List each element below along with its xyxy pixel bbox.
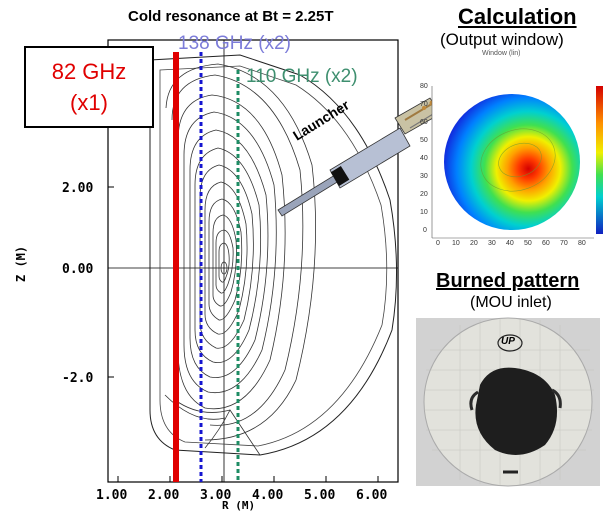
flux-surfaces [164,63,316,456]
calc-ytick: 40 [420,155,428,162]
label-82ghz: 82 GHz [51,59,127,84]
burned-pattern-subtitle: (MOU inlet) [470,294,552,311]
calc-ytick: 60 [420,119,428,126]
axis-ticks [108,186,379,482]
calc-ytick: 30 [420,173,428,180]
xtick-4: 4.00 [252,488,284,503]
calc-ytick: 50 [420,137,428,144]
xtick-1: 1.00 [96,488,128,503]
calc-xtick: 0 [436,240,440,247]
calc-ytick: 80 [420,83,428,90]
calc-xtick: 30 [488,240,496,247]
calc-xtick: 70 [560,240,568,247]
launcher-assembly [277,95,449,217]
resonance-title: Cold resonance at Bt = 2.25T [128,8,334,25]
calc-xtick: 50 [524,240,532,247]
calculation-title: Calculation [458,4,577,29]
calc-ytick: 10 [420,209,428,216]
plot-frame [107,39,399,483]
label-82ghz-box: 82 GHz (x1) [24,46,154,128]
ytick-2: 2.00 [62,181,94,196]
burned-spot [475,367,558,455]
calc-heatmap [444,94,580,230]
xtick-2: 2.00 [148,488,180,503]
vessel-wall [149,54,398,456]
stamp-label: UP [501,336,515,347]
calculation-subtitle: (Output window) [440,30,564,49]
label-138ghz: 138 GHz (x2) [178,33,291,54]
label-110ghz: 110 GHz (x2) [246,66,358,87]
ytick-0: 0.00 [62,262,94,277]
label-82ghz-harmonic: (x1) [70,90,108,115]
xtick-6: 6.00 [356,488,388,503]
calc-colorbar [596,86,603,234]
window-title: Window (lin) [482,50,521,57]
y-axis-label: Z (M) [14,245,28,282]
calc-xtick: 10 [452,240,460,247]
xtick-5: 5.00 [304,488,336,503]
calc-xtick: 60 [542,240,550,247]
stamp-circle [497,334,523,352]
ytick-neg2: -2.0 [62,371,94,386]
calc-xtick: 40 [506,240,514,247]
x-axis-label: R (M) [222,499,256,512]
calc-ytick: 70 [420,101,428,108]
xtick-3: 3.00 [200,488,232,503]
burned-pattern-title: Burned pattern [436,270,580,292]
calc-xtick: 20 [470,240,478,247]
calc-xtick: 80 [578,240,586,247]
inner-wall [159,65,388,447]
calc-ytick: 0 [423,227,427,234]
calc-ytick: 20 [420,191,428,198]
